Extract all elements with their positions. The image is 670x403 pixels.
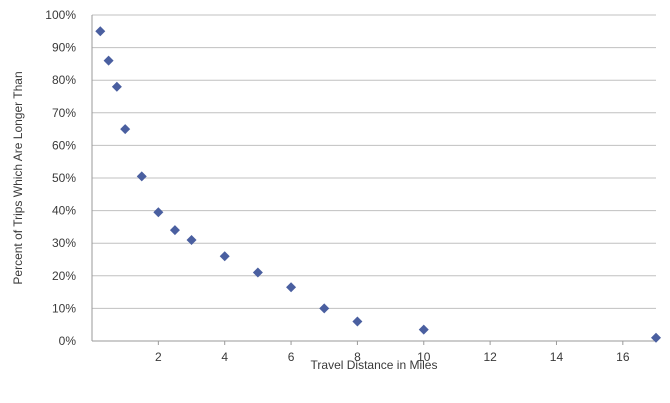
y-tick-label: 10% bbox=[52, 301, 76, 315]
data-point bbox=[418, 324, 429, 335]
y-tick-label: 70% bbox=[52, 106, 76, 120]
y-tick-label: 90% bbox=[52, 41, 76, 55]
data-point bbox=[95, 26, 106, 37]
x-tick-label: 16 bbox=[616, 350, 630, 364]
data-point bbox=[219, 251, 230, 262]
y-tick-label: 0% bbox=[59, 334, 77, 348]
x-axis-title: Travel Distance in Miles bbox=[311, 358, 438, 372]
x-tick-label: 2 bbox=[155, 350, 162, 364]
data-point bbox=[186, 234, 197, 245]
x-tick-label: 4 bbox=[221, 350, 228, 364]
data-point bbox=[103, 55, 114, 66]
data-points bbox=[95, 26, 661, 343]
x-tick-label: 10 bbox=[417, 350, 431, 364]
data-point bbox=[352, 316, 363, 327]
y-tick-label: 100% bbox=[45, 8, 76, 22]
data-point bbox=[120, 124, 131, 135]
data-point bbox=[252, 267, 263, 278]
y-axis-title: Percent of Trips Which Are Longer Than bbox=[11, 71, 25, 284]
data-point bbox=[111, 81, 122, 92]
data-point bbox=[651, 332, 661, 343]
data-point bbox=[153, 207, 164, 218]
y-tick-label: 60% bbox=[52, 138, 76, 152]
x-tick-label: 12 bbox=[483, 350, 497, 364]
data-point bbox=[319, 303, 330, 314]
data-point bbox=[169, 225, 180, 236]
x-tick-label: 8 bbox=[354, 350, 361, 364]
y-tick-label: 40% bbox=[52, 204, 76, 218]
x-tick-label: 6 bbox=[288, 350, 295, 364]
data-point bbox=[286, 282, 297, 293]
y-tick-labels: 0% 10% 20% 30% 40% 50% 60% 70% 80% 90% 100% bbox=[45, 8, 76, 348]
y-tick-label: 80% bbox=[52, 73, 76, 87]
y-tick-label: 50% bbox=[52, 171, 76, 185]
gridlines bbox=[92, 14, 656, 309]
axes bbox=[91, 15, 656, 342]
y-tick-label: 30% bbox=[52, 236, 76, 250]
y-tick-label: 20% bbox=[52, 269, 76, 283]
x-tick-label: 14 bbox=[550, 350, 564, 364]
data-point bbox=[136, 171, 147, 182]
x-tick-labels: 2 4 6 8 10 12 14 16 bbox=[155, 341, 630, 364]
